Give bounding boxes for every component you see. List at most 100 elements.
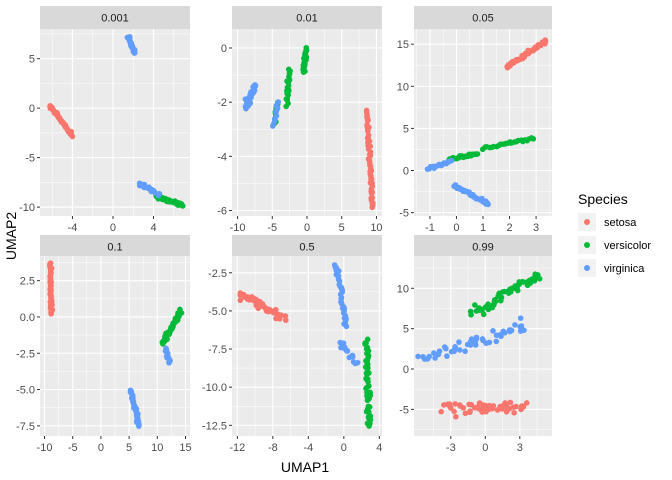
y-tick-label: -4 — [217, 151, 227, 163]
x-tick-label: -1 — [425, 222, 435, 234]
data-point-versicolor — [364, 384, 370, 391]
point-layer — [415, 271, 543, 420]
data-point-virginica — [354, 359, 361, 366]
y-tick-label: 2.5 — [20, 276, 35, 288]
point-layer — [47, 33, 186, 209]
legend-label-virginica: virginica — [604, 263, 645, 275]
y-tick-label: 5 — [403, 123, 409, 135]
y-tick-label: -5 — [399, 404, 409, 416]
data-point-virginica — [518, 323, 525, 329]
data-point-virginica — [136, 423, 142, 429]
data-point-virginica — [467, 338, 474, 345]
facet-strip — [414, 6, 552, 29]
data-point-virginica — [517, 315, 524, 321]
data-point-virginica — [451, 348, 457, 355]
legend-key-setosa — [584, 219, 590, 225]
y-tick-label: -5.0 — [16, 385, 35, 397]
facet-strip — [40, 235, 190, 258]
data-point-versicolor — [362, 364, 369, 370]
data-point-setosa — [462, 410, 469, 417]
data-point-virginica — [245, 103, 251, 109]
y-tick-label: 0 — [29, 103, 35, 115]
x-tick-label: 5 — [126, 442, 132, 454]
data-point-virginica — [448, 157, 455, 164]
x-tick-label: 0 — [341, 442, 347, 454]
data-point-virginica — [485, 201, 491, 208]
x-tick-label: -5 — [68, 442, 78, 454]
legend-title: Species — [578, 191, 628, 207]
legend-key-virginica — [584, 265, 590, 271]
data-point-versicolor — [364, 397, 371, 404]
y-tick-label: -7.5 — [16, 421, 35, 433]
data-point-setosa — [520, 403, 526, 409]
y-tick-label: 5 — [403, 324, 409, 336]
facet-panel: 0.05 15 10 5 0 -5 -1 0 1 2 3 — [397, 6, 552, 234]
y-tick-label: -6 — [217, 206, 227, 218]
data-point-virginica — [498, 333, 504, 340]
facet-strip-label: 0.99 — [472, 242, 493, 254]
data-point-virginica — [344, 348, 351, 354]
data-point-versicolor — [516, 279, 523, 285]
data-point-setosa — [467, 409, 473, 416]
data-point-virginica — [415, 353, 421, 360]
data-point-versicolor — [530, 136, 537, 142]
data-point-virginica — [132, 49, 138, 56]
data-point-virginica — [166, 359, 172, 366]
y-tick-label: -10.0 — [202, 382, 227, 394]
data-point-versicolor — [536, 275, 543, 282]
y-tick-label: -7.5 — [208, 344, 227, 356]
data-point-versicolor — [300, 69, 307, 75]
y-tick-label: -5 — [25, 153, 35, 165]
data-point-virginica — [512, 322, 518, 328]
legend-key-versicolor — [584, 242, 590, 248]
data-point-virginica — [472, 339, 479, 346]
data-point-virginica — [493, 338, 500, 345]
data-point-virginica — [501, 329, 508, 336]
point-layer — [46, 260, 185, 429]
x-tick-label: 10 — [151, 442, 163, 454]
data-point-setosa — [513, 403, 519, 410]
data-point-setosa — [489, 405, 496, 412]
data-point-versicolor — [468, 311, 474, 318]
data-point-virginica — [452, 344, 458, 350]
data-point-versicolor — [363, 346, 370, 352]
data-point-virginica — [479, 336, 486, 342]
data-point-versicolor — [474, 151, 481, 157]
data-point-virginica — [430, 350, 437, 356]
data-point-virginica — [269, 123, 276, 129]
x-tick-label: 3 — [517, 442, 523, 454]
data-point-setosa — [282, 313, 289, 319]
data-point-versicolor — [514, 287, 521, 294]
facet-panel: 0.001 5 0 -5 -10 -4 0 4 — [19, 6, 190, 234]
x-tick-label: -4 — [68, 222, 78, 234]
data-point-setosa — [482, 402, 489, 409]
x-tick-label: 4 — [376, 442, 382, 454]
data-point-virginica — [521, 327, 527, 334]
x-tick-label: -10 — [37, 442, 53, 454]
data-point-versicolor — [491, 299, 498, 305]
data-point-setosa — [507, 399, 514, 406]
x-tick-label: 0 — [304, 222, 310, 234]
x-tick-label: 0 — [98, 442, 104, 454]
y-axis-title: UMAP2 — [3, 212, 19, 260]
data-point-virginica — [508, 327, 515, 334]
y-tick-label: -2.5 — [208, 268, 227, 280]
data-point-virginica — [426, 353, 433, 360]
point-layer — [242, 44, 376, 211]
data-point-versicolor — [480, 311, 487, 318]
x-axis-title: UMAP1 — [281, 459, 329, 475]
data-point-virginica — [435, 351, 442, 358]
data-point-virginica — [156, 190, 163, 197]
x-tick-label: 10 — [370, 222, 382, 234]
data-point-virginica — [443, 345, 449, 352]
y-tick-label: 0.0 — [20, 312, 35, 324]
facet-strip-label: 0.5 — [299, 242, 314, 254]
facet-strip-label: 0.001 — [101, 13, 129, 25]
data-point-versicolor — [365, 379, 371, 385]
data-point-virginica — [490, 328, 496, 334]
x-tick-label: -12 — [229, 442, 245, 454]
data-point-setosa — [365, 128, 371, 134]
data-point-setosa — [451, 408, 457, 415]
y-tick-label: 0 — [221, 43, 227, 55]
